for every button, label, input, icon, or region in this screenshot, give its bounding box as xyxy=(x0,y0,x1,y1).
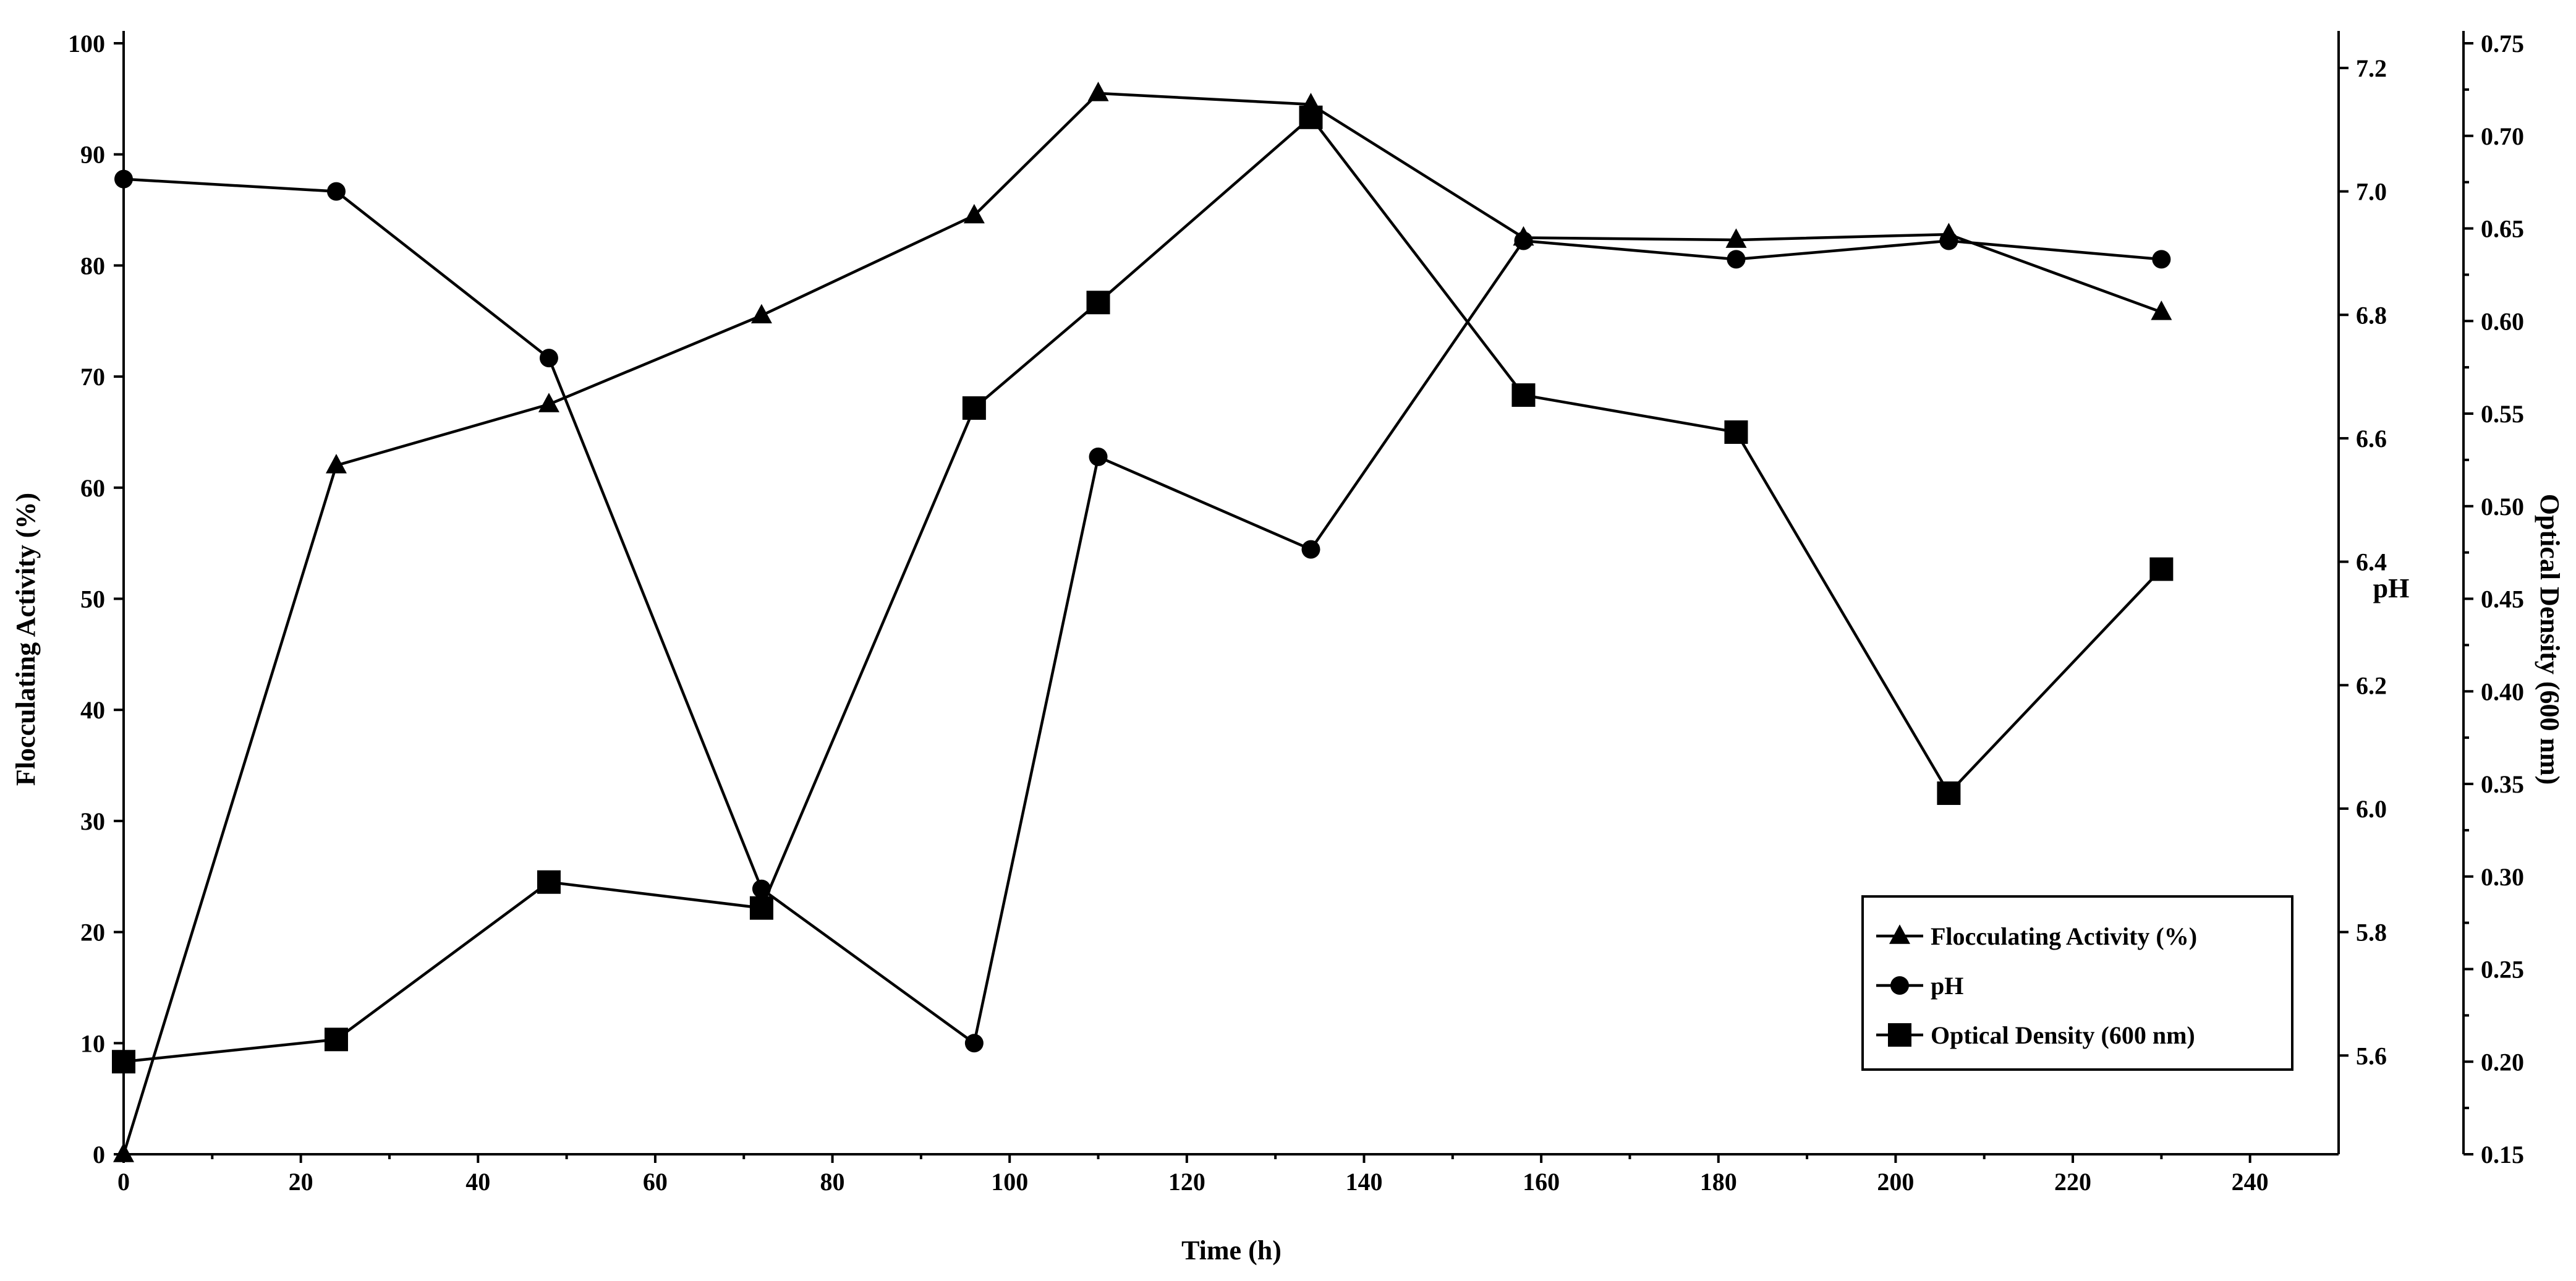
legend-label: pH xyxy=(1931,972,1963,1000)
y-left-tick-label: 60 xyxy=(80,474,105,502)
y-ph-tick-label: 6.2 xyxy=(2356,671,2387,699)
legend-box xyxy=(1861,895,2293,1071)
data-point xyxy=(538,393,559,412)
y-od-tick-label: 0.50 xyxy=(2481,493,2524,521)
data-point xyxy=(112,1050,135,1074)
y-od-tick-label: 0.20 xyxy=(2481,1048,2524,1076)
y-od-tick-label: 0.30 xyxy=(2481,863,2524,891)
legend-marker-circle xyxy=(1890,976,1909,995)
legend-marker-square xyxy=(1888,1023,1911,1047)
data-point xyxy=(962,396,986,420)
y-left-tick-label: 0 xyxy=(93,1141,105,1168)
y-left-tick-label: 100 xyxy=(68,30,105,57)
y-od-tick-label: 0.55 xyxy=(2481,400,2524,428)
data-point xyxy=(1514,231,1533,250)
series-line xyxy=(122,92,2162,1155)
axes: 0 20 40 60 80 100 120 140 160 180 200 220 240 0 10 20 30… xyxy=(68,30,2524,1196)
x-tick-label: 40 xyxy=(465,1168,490,1196)
y-od-tick-label: 0.25 xyxy=(2481,956,2524,984)
x-tick-label: 20 xyxy=(289,1168,313,1196)
y-axis-left-title: Flocculating Activity (%) xyxy=(11,493,41,786)
y-ph-tick-label: 7.2 xyxy=(2356,54,2387,82)
y-left-tick-label: 20 xyxy=(80,919,105,947)
y-ph-tick-label: 6.8 xyxy=(2356,301,2387,329)
y-od-tick-label: 0.65 xyxy=(2481,215,2524,243)
x-tick-label: 100 xyxy=(991,1168,1028,1196)
x-tick-label: 0 xyxy=(117,1168,130,1196)
data-point xyxy=(963,203,985,224)
y-left-tick-label: 90 xyxy=(80,141,105,169)
data-point xyxy=(1727,250,1746,269)
series-square xyxy=(112,105,2174,1074)
data-point xyxy=(964,1034,984,1053)
data-point xyxy=(1089,447,1108,466)
y-od-tick-label: 0.40 xyxy=(2481,678,2524,705)
y-axis-ph-title: pH xyxy=(2373,573,2410,603)
legend-label: Flocculating Activity (%) xyxy=(1931,922,2197,950)
y-left-tick-label: 10 xyxy=(80,1029,105,1057)
y-od-tick-label: 0.70 xyxy=(2481,122,2524,150)
x-tick-label: 220 xyxy=(2054,1168,2091,1196)
data-point xyxy=(1724,420,1748,444)
x-tick-label: 60 xyxy=(643,1168,668,1196)
y-left-tick-label: 30 xyxy=(80,807,105,835)
data-point xyxy=(537,870,561,894)
data-point xyxy=(2151,300,2172,320)
x-axis-title: Time (h) xyxy=(1181,1235,1282,1266)
x-tick-label: 120 xyxy=(1168,1168,1205,1196)
y-od-tick-label: 0.75 xyxy=(2481,30,2524,57)
data-point xyxy=(750,304,772,324)
data-point xyxy=(325,454,347,474)
data-point xyxy=(749,896,773,920)
y-ph-tick-label: 7.0 xyxy=(2356,178,2387,206)
x-tick-label: 200 xyxy=(1877,1168,1914,1196)
y-ph-tick-label: 6.0 xyxy=(2356,795,2387,823)
legend-marker-triangle xyxy=(1889,924,1910,944)
data-point xyxy=(539,349,558,368)
data-point xyxy=(1725,228,1747,248)
data-point xyxy=(324,1028,348,1052)
x-tick-label: 80 xyxy=(820,1168,845,1196)
data-point xyxy=(1939,231,1958,250)
data-point xyxy=(326,182,346,201)
series-line xyxy=(123,177,2162,1046)
legend: Flocculating Activity (%) pH Optical Densi… xyxy=(1861,895,2293,1071)
y-od-tick-label: 0.45 xyxy=(2481,585,2524,613)
series-circle xyxy=(114,169,2171,1053)
data-point xyxy=(2149,557,2174,581)
x-tick-label: 240 xyxy=(2232,1168,2269,1196)
series-line xyxy=(123,115,2162,1063)
data-point xyxy=(1937,781,1961,805)
y-axis-od-title: Optical Density (600 nm) xyxy=(2535,494,2565,785)
y-ph-tick-label: 5.8 xyxy=(2356,919,2387,947)
series-group xyxy=(112,82,2174,1162)
data-point xyxy=(1086,291,1110,315)
data-point xyxy=(752,879,771,898)
y-ph-tick-label: 5.6 xyxy=(2356,1042,2387,1070)
data-point xyxy=(1301,540,1320,559)
data-point xyxy=(1087,82,1109,101)
data-point xyxy=(2152,250,2171,269)
y-ph-tick-label: 6.6 xyxy=(2356,425,2387,453)
y-left-tick-label: 80 xyxy=(80,252,105,279)
data-point xyxy=(114,169,133,189)
y-od-tick-label: 0.15 xyxy=(2481,1141,2524,1168)
legend-label: Optical Density (600 nm) xyxy=(1931,1021,2195,1049)
y-ph-tick-label: 6.4 xyxy=(2356,548,2387,576)
y-od-tick-label: 0.35 xyxy=(2481,770,2524,798)
x-tick-label: 140 xyxy=(1345,1168,1382,1196)
y-left-tick-label: 50 xyxy=(80,585,105,613)
y-left-tick-label: 40 xyxy=(80,696,105,724)
data-point xyxy=(1511,383,1536,407)
y-left-tick-label: 70 xyxy=(80,363,105,391)
x-tick-label: 160 xyxy=(1523,1168,1560,1196)
x-tick-label: 180 xyxy=(1700,1168,1737,1196)
y-od-tick-label: 0.60 xyxy=(2481,307,2524,335)
data-point xyxy=(1299,105,1323,129)
data-point xyxy=(113,1143,134,1162)
